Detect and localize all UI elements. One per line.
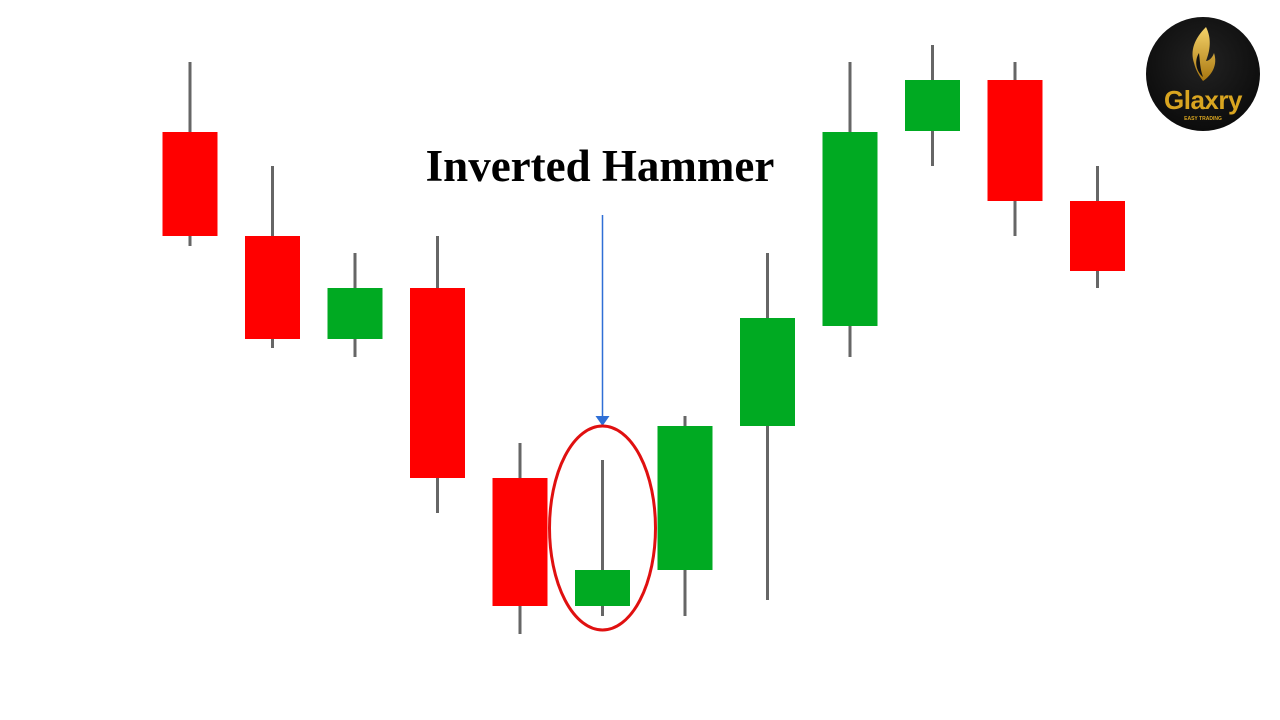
flame-icon	[1192, 27, 1216, 81]
bullish-candle-body	[575, 570, 630, 606]
bullish-candle-body	[657, 426, 713, 570]
highlight-ellipse	[548, 424, 657, 632]
bullish-candle-body	[740, 318, 795, 426]
bearish-candle-body	[410, 288, 465, 478]
bearish-candle-body	[492, 478, 548, 606]
bearish-candle-body	[162, 132, 218, 236]
bearish-candle-body	[987, 80, 1043, 201]
brand-logo: Glaxry EASY TRADING	[1146, 17, 1260, 131]
logo-name: Glaxry	[1164, 85, 1242, 115]
bullish-candle-body	[822, 132, 878, 326]
logo-tagline: EASY TRADING	[1184, 116, 1222, 122]
bullish-candle-body	[327, 288, 383, 339]
arrow-head-icon	[595, 416, 610, 426]
bearish-candle-body	[1070, 201, 1125, 271]
bearish-candle-body	[245, 236, 300, 339]
bullish-candle-body	[905, 80, 960, 131]
annotation-label: Inverted Hammer	[425, 141, 775, 191]
